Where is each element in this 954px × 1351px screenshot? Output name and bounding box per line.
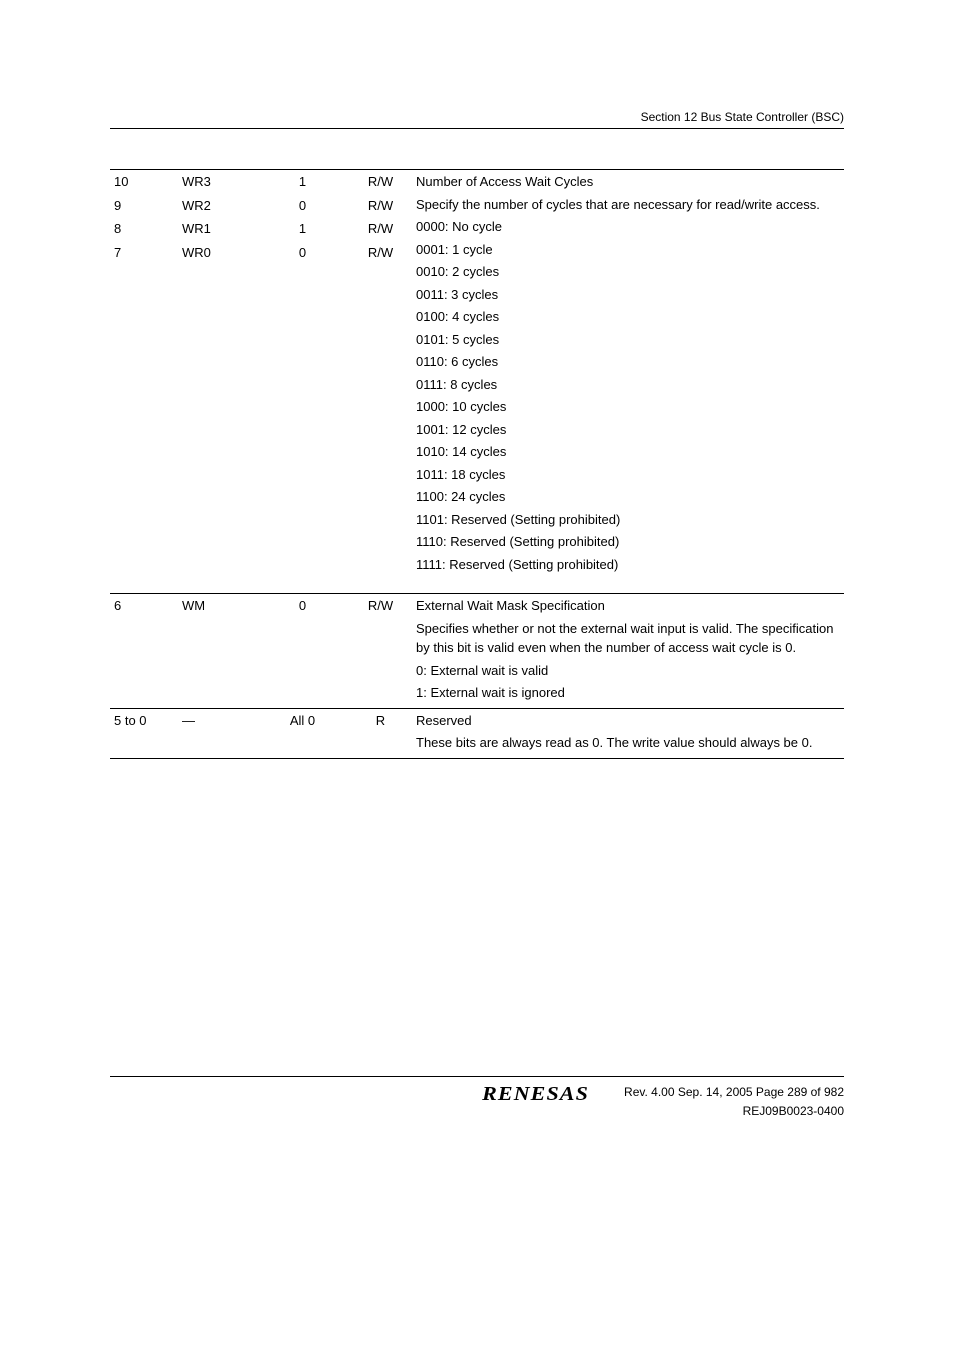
desc-cell: Reserved These bits are always read as 0… xyxy=(412,708,844,758)
desc-line: 1101: Reserved (Setting prohibited) xyxy=(416,510,840,530)
desc-line: 0: External wait is valid xyxy=(416,661,840,681)
desc-line: 0001: 1 cycle xyxy=(416,240,840,260)
desc-line: Reserved xyxy=(416,711,840,731)
desc-line: 0011: 3 cycles xyxy=(416,285,840,305)
desc-line: Specify the number of cycles that are ne… xyxy=(416,195,840,215)
rw-cell: R/W xyxy=(349,194,412,218)
init-cell: 1 xyxy=(256,217,349,241)
desc-line: 1110: Reserved (Setting prohibited) xyxy=(416,532,840,552)
init-cell: 0 xyxy=(256,194,349,218)
desc-cell: External Wait Mask Specification Specifi… xyxy=(412,594,844,709)
desc-line: 1100: 24 cycles xyxy=(416,487,840,507)
bit-cell: 10 xyxy=(110,170,178,194)
section-header: Section 12 Bus State Controller (BSC) xyxy=(110,110,844,129)
bit-cell: 9 xyxy=(110,194,178,218)
init-cell: All 0 xyxy=(256,708,349,758)
init-cell: 1 xyxy=(256,170,349,194)
bit-cell: 6 xyxy=(110,594,178,709)
rw-cell: R xyxy=(349,708,412,758)
init-cell: 0 xyxy=(256,594,349,709)
rw-cell: R/W xyxy=(349,594,412,709)
init-cell: 0 xyxy=(256,241,349,265)
name-cell: — xyxy=(178,708,256,758)
renesas-logo: RENESAS xyxy=(482,1083,589,1106)
desc-line: 1000: 10 cycles xyxy=(416,397,840,417)
desc-line: 0110: 6 cycles xyxy=(416,352,840,372)
name-cell: WR1 xyxy=(178,217,256,241)
desc-line: 0010: 2 cycles xyxy=(416,262,840,282)
desc-line: Number of Access Wait Cycles xyxy=(416,172,840,192)
bit-cell: 8 xyxy=(110,217,178,241)
bit-cell: 7 xyxy=(110,241,178,265)
rev-text: Rev. 4.00 Sep. 14, 2005 Page 289 of 982 xyxy=(624,1083,844,1102)
desc-cell: Number of Access Wait Cycles Specify the… xyxy=(412,170,844,594)
desc-line: Specifies whether or not the external wa… xyxy=(416,619,840,658)
name-cell: WR0 xyxy=(178,241,256,265)
desc-line: 0111: 8 cycles xyxy=(416,375,840,395)
desc-line: 1011: 18 cycles xyxy=(416,465,840,485)
rw-cell: R/W xyxy=(349,241,412,265)
doc-number: REJ09B0023-0400 xyxy=(624,1102,844,1121)
desc-line: 1010: 14 cycles xyxy=(416,442,840,462)
desc-line: External Wait Mask Specification xyxy=(416,596,840,616)
rw-cell: R/W xyxy=(349,217,412,241)
register-table: 10 WR3 1 R/W Number of Access Wait Cycle… xyxy=(110,169,844,759)
name-cell: WR3 xyxy=(178,170,256,194)
desc-line: 0000: No cycle xyxy=(416,217,840,237)
desc-line: 0100: 4 cycles xyxy=(416,307,840,327)
desc-line: 1111: Reserved (Setting prohibited) xyxy=(416,555,840,575)
desc-line: 1: External wait is ignored xyxy=(416,683,840,703)
desc-line: These bits are always read as 0. The wri… xyxy=(416,733,840,753)
desc-line: 0101: 5 cycles xyxy=(416,330,840,350)
name-cell: WR2 xyxy=(178,194,256,218)
desc-line: 1001: 12 cycles xyxy=(416,420,840,440)
bit-cell: 5 to 0 xyxy=(110,708,178,758)
rw-cell: R/W xyxy=(349,170,412,194)
name-cell: WM xyxy=(178,594,256,709)
page-footer: RENESAS Rev. 4.00 Sep. 14, 2005 Page 289… xyxy=(110,1076,844,1121)
